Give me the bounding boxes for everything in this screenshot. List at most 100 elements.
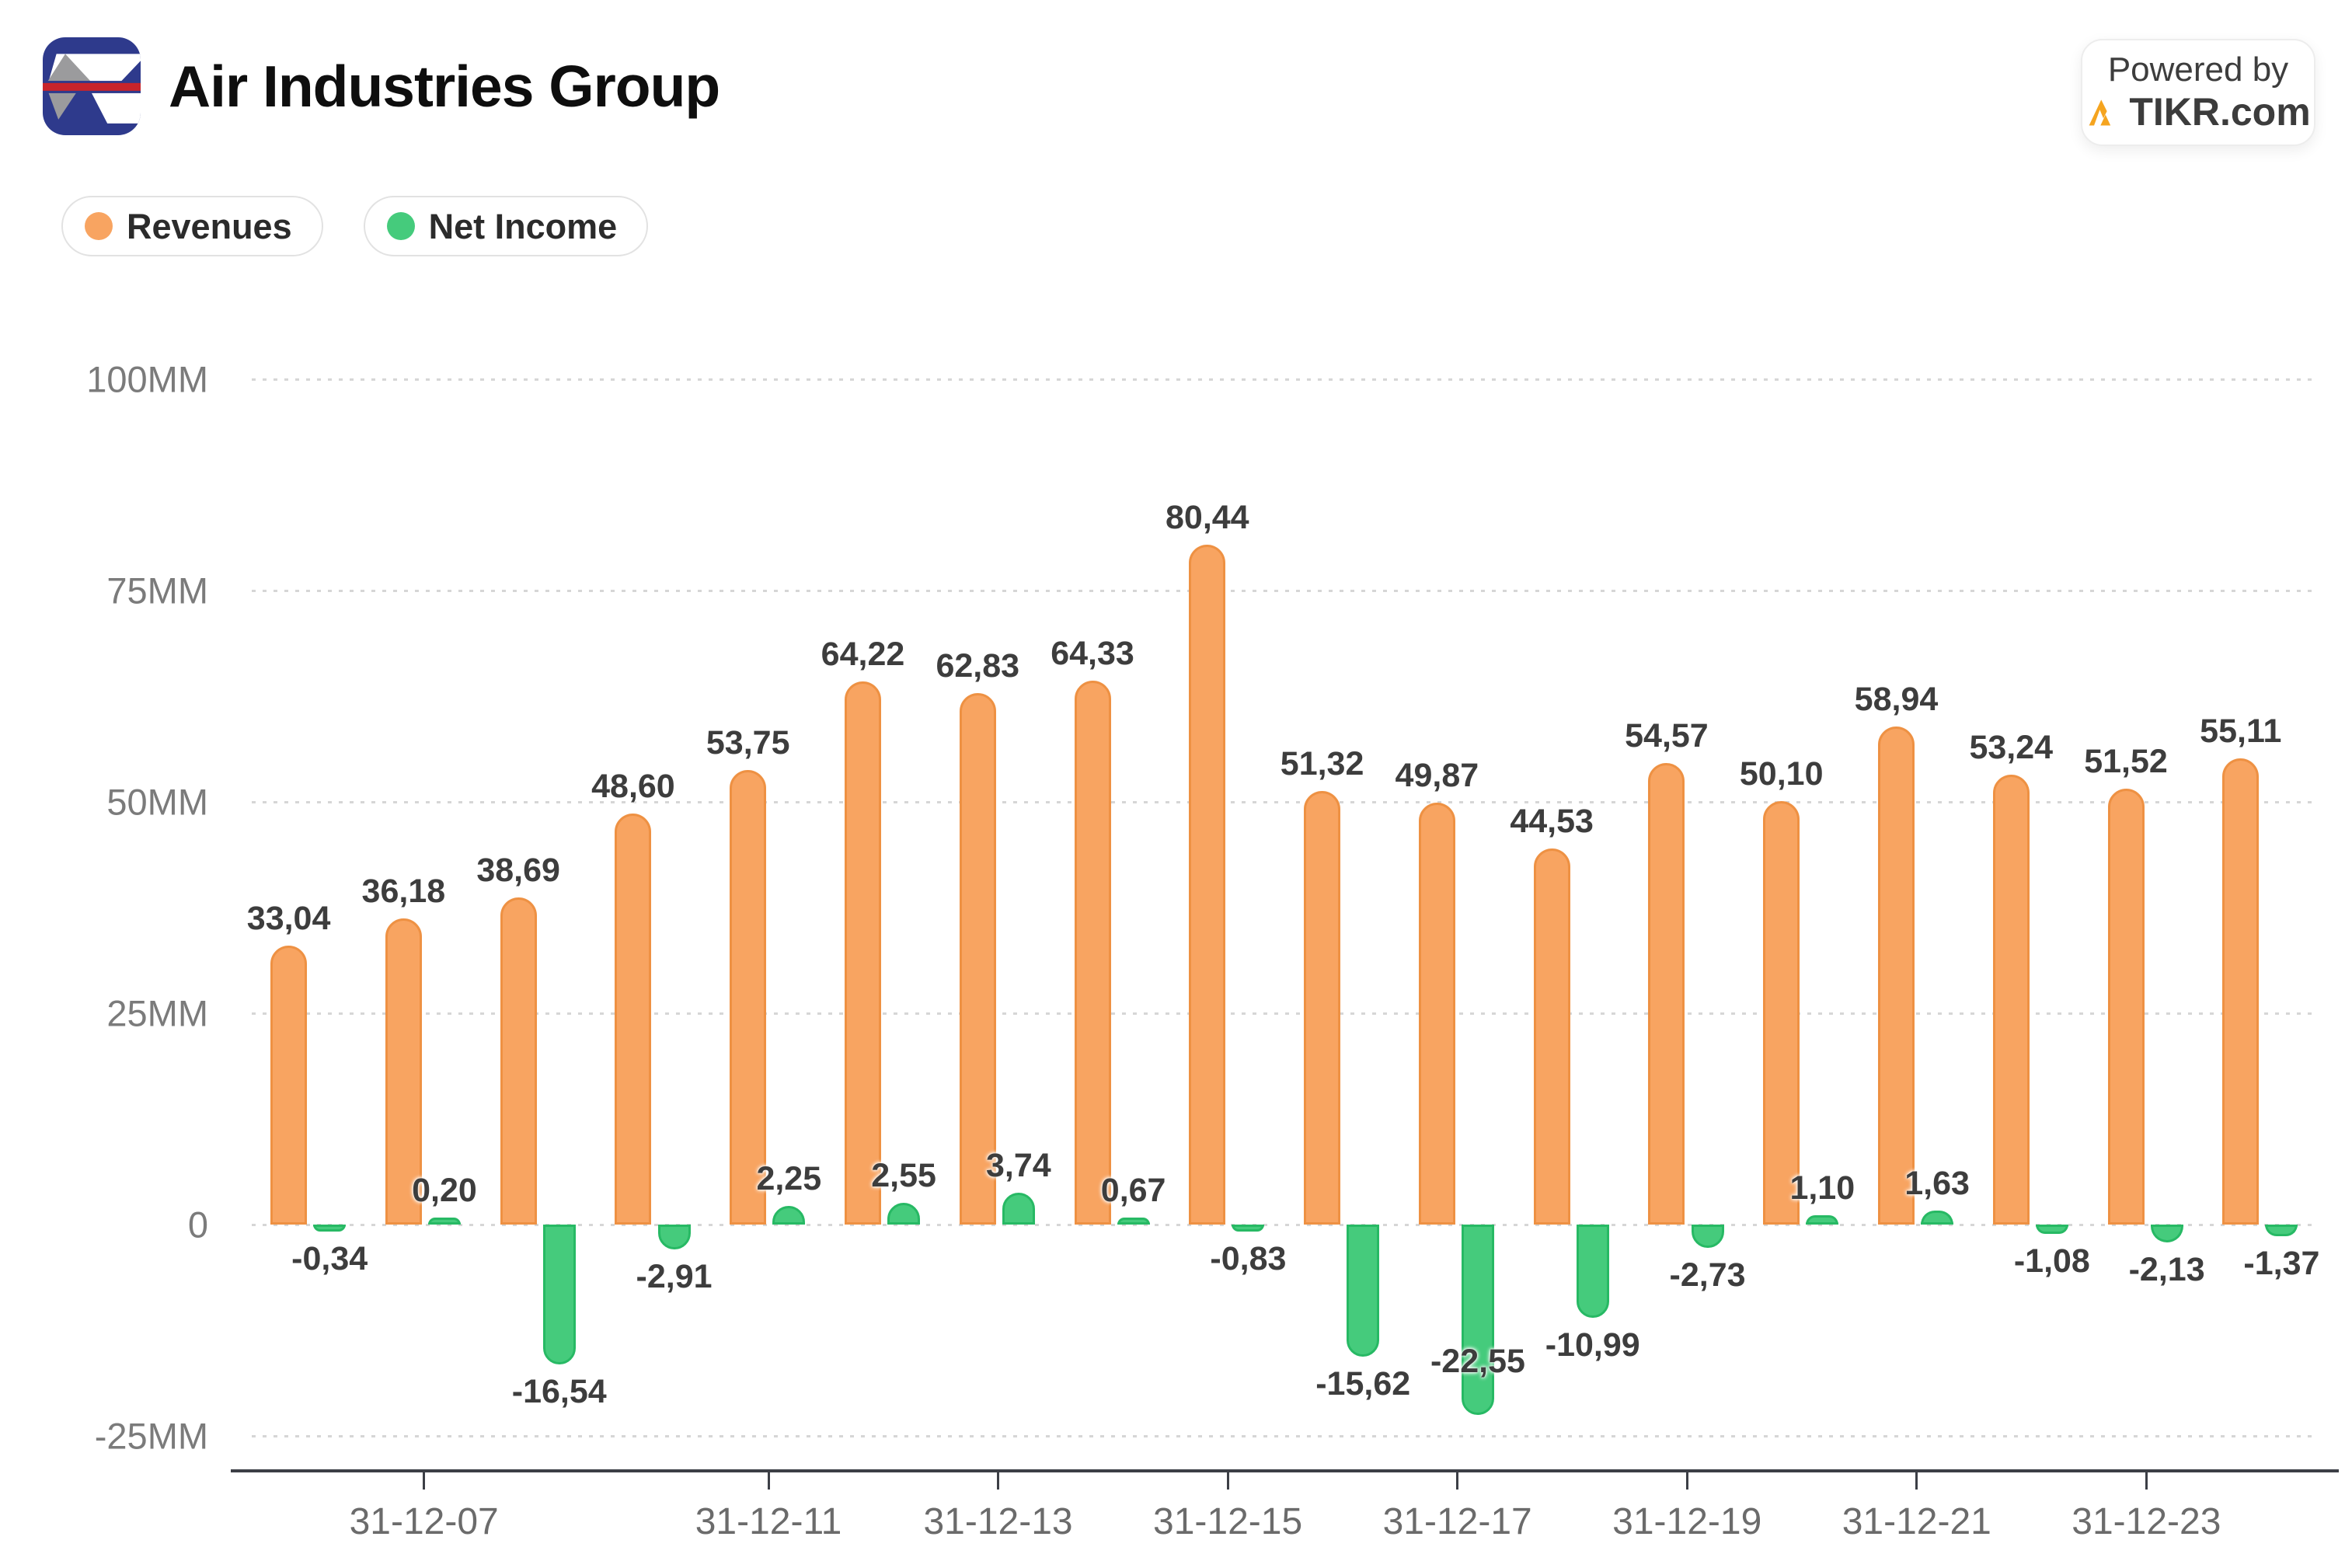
y-axis-label: 50MM [106,781,208,823]
net-income-bar[interactable] [1576,1225,1609,1318]
net-income-bar[interactable] [1347,1225,1380,1357]
revenue-bar[interactable] [1533,848,1570,1225]
header: Air Industries Group [43,37,720,135]
gridline [252,1012,2319,1015]
revenue-bar[interactable] [844,681,881,1225]
y-axis-label: 0 [187,1204,208,1246]
net-income-value-label: -1,37 [2243,1244,2320,1282]
revenue-value-label: 80,44 [1165,498,1249,536]
x-axis-label: 31-12-15 [1153,1501,1303,1542]
legend-item-net-income[interactable]: Net Income [363,196,649,256]
revenue-bar[interactable] [2107,789,2145,1225]
net-income-bar[interactable] [1921,1211,1954,1225]
gridline [252,801,2319,803]
net-income-swatch-icon [386,212,415,240]
net-income-value-label: -2,91 [636,1257,713,1295]
revenue-bar[interactable] [385,918,422,1225]
y-axis-label: 75MM [106,570,208,612]
gridline [252,378,2319,381]
revenue-value-label: 58,94 [1854,680,1939,718]
net-income-bar[interactable] [2265,1225,2298,1236]
air-industries-logo [43,37,141,135]
net-income-bar[interactable] [313,1225,347,1232]
net-income-bar[interactable] [2035,1225,2068,1234]
x-axis-label: 31-12-23 [2072,1501,2221,1542]
y-axis-label: 100MM [86,358,208,400]
revenue-bar[interactable] [1189,544,1226,1225]
net-income-bar[interactable] [772,1205,806,1225]
revenue-bar[interactable] [1648,763,1685,1225]
revenue-bar[interactable] [1304,790,1341,1225]
net-income-bar[interactable] [1691,1225,1724,1248]
x-axis-tick [997,1472,1000,1490]
revenue-bar[interactable] [1763,800,1800,1225]
legend-item-revenues[interactable]: Revenues [61,196,323,256]
powered-by-badge[interactable]: Powered by TIKR.com [2081,39,2315,146]
legend-label-revenues: Revenues [127,206,292,246]
revenue-value-label: 51,32 [1280,744,1364,782]
revenue-bar[interactable] [730,770,767,1225]
y-axis-label: 25MM [106,992,208,1034]
revenue-bar[interactable] [2222,758,2260,1225]
gridline [252,590,2319,592]
x-axis-tick [767,1472,770,1490]
revenue-value-label: 38,69 [476,852,560,890]
net-income-bar[interactable] [887,1203,921,1225]
revenue-value-label: 36,18 [361,873,446,911]
net-income-bar[interactable] [1002,1193,1035,1225]
net-income-bar[interactable] [1806,1215,1839,1225]
net-income-value-label: -2,13 [2128,1251,2205,1289]
net-income-value-label: 2,25 [756,1159,822,1197]
revenue-bar[interactable] [1418,803,1455,1225]
net-income-value-label: 0,67 [1100,1172,1166,1209]
net-income-value-label: 2,55 [871,1157,936,1195]
net-income-value-label: -2,73 [1669,1256,1746,1294]
x-axis-tick [1685,1472,1688,1490]
revenue-value-label: 53,75 [706,724,790,762]
revenue-bar[interactable] [1992,774,2030,1225]
revenue-value-label: 49,87 [1395,757,1479,795]
net-income-bar[interactable] [1461,1225,1494,1416]
revenue-value-label: 44,53 [1510,802,1594,840]
revenue-value-label: 33,04 [246,899,331,937]
net-income-bar[interactable] [427,1218,461,1225]
net-income-value-label: 1,63 [1904,1165,1970,1203]
x-axis-label: 31-12-07 [349,1501,499,1542]
net-income-value-label: -22,55 [1430,1343,1525,1381]
x-axis-label: 31-12-11 [695,1501,842,1542]
net-income-bar[interactable] [1117,1218,1150,1225]
net-income-bar[interactable] [542,1225,576,1364]
revenue-value-label: 64,33 [1051,635,1134,673]
x-axis-line [231,1469,2339,1472]
revenue-value-label: 51,52 [2084,743,2168,781]
revenue-bar[interactable] [270,945,308,1225]
revenue-bar[interactable] [1074,681,1111,1225]
page-title: Air Industries Group [169,53,720,119]
revenue-bar[interactable] [959,693,996,1225]
x-axis-tick [1226,1472,1229,1490]
x-axis-tick [1915,1472,1918,1490]
legend: Revenues Net Income [61,196,649,256]
x-axis-label: 31-12-21 [1842,1501,1991,1542]
revenue-bar[interactable] [500,897,537,1225]
net-income-value-label: 1,10 [1789,1169,1855,1207]
net-income-bar[interactable] [2150,1225,2183,1243]
net-income-bar[interactable] [1232,1225,1265,1232]
net-income-value-label: -10,99 [1545,1326,1640,1364]
net-income-bar[interactable] [657,1225,691,1249]
tikr-logo-icon [2089,99,2111,126]
gridline [252,1224,2319,1226]
revenue-bar[interactable] [1877,726,1915,1225]
net-income-value-label: -1,08 [2013,1242,2090,1280]
x-axis-label: 31-12-17 [1382,1501,1532,1542]
y-axis-label: -25MM [94,1415,208,1457]
tikr-com-text: TIKR.com [2129,89,2311,134]
x-axis-tick [2145,1472,2148,1490]
revenues-swatch-icon [85,212,113,240]
revenue-bar[interactable] [615,814,652,1225]
net-income-value-label: -0,83 [1210,1240,1287,1278]
net-income-value-label: 0,20 [412,1172,477,1209]
revenue-value-label: 54,57 [1625,717,1709,755]
revenue-value-label: 64,22 [821,636,905,674]
